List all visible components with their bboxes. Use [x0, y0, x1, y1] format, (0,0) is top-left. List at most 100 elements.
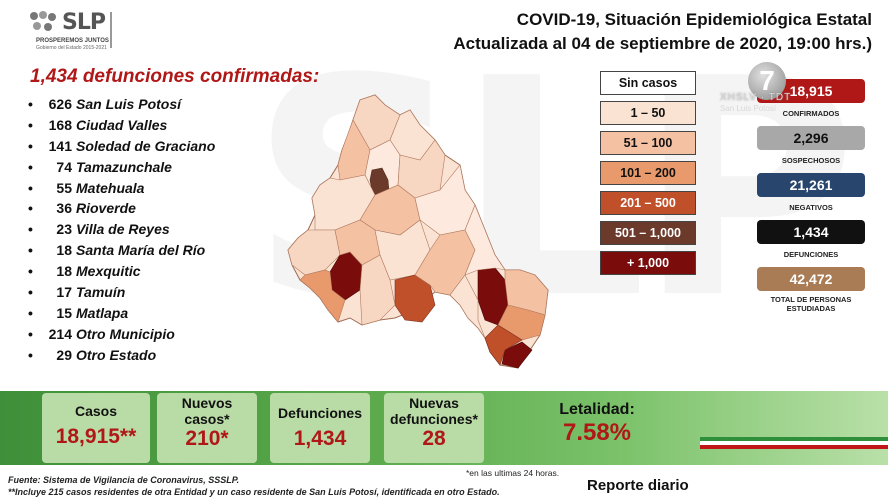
- new-deaths-card: Nuevas defunciones* 28: [384, 393, 484, 463]
- deaths-card-value: 1,434: [293, 427, 347, 450]
- new-cases-label: casos*: [184, 411, 230, 427]
- lethality-label: Letalidad:: [559, 401, 635, 418]
- new-deaths-value: 28: [422, 427, 446, 450]
- note-24h: *en las ultimas 24 horas.: [466, 468, 560, 478]
- list-item: • 17 Tamuín: [28, 284, 126, 301]
- municipality-count: 141: [48, 137, 72, 154]
- municipality-count: 23: [56, 221, 72, 238]
- new-cases-value: 210*: [185, 427, 229, 450]
- new-cases-label: Nuevos: [181, 395, 233, 411]
- municipality-name: Santa María del Río: [76, 242, 206, 259]
- municipality-name: Tamuín: [76, 284, 126, 301]
- flag-stripe-white: [700, 441, 888, 445]
- legend-item: Sin casos: [600, 71, 696, 95]
- slp-logo: SLP PROSPEREMOS JUNTOS Gobierno del Esta…: [28, 10, 118, 54]
- flag-stripe-red: [700, 445, 888, 449]
- cases-card: Casos 18,915**: [42, 393, 150, 463]
- logo-tagline: PROSPEREMOS JUNTOS: [36, 38, 109, 44]
- map-region: [359, 254, 396, 326]
- municipality-name: Matehuala: [76, 179, 145, 196]
- municipality-name: Tamazunchale: [76, 158, 172, 175]
- municipality-count: 74: [56, 158, 72, 175]
- negative-value: 21,261: [757, 173, 865, 197]
- deaths-label: DEFUNCIONES: [783, 250, 839, 259]
- list-item: • 168 Ciudad Valles: [28, 116, 168, 133]
- municipality-name: Mexquitic: [76, 263, 141, 280]
- logo-divider: [110, 12, 112, 48]
- municipality-count: 18: [56, 242, 72, 259]
- confirmed-label: CONFIRMADOS: [782, 109, 840, 118]
- logo-subtitle: Gobierno del Estado 2015-2021: [36, 45, 107, 51]
- list-item: • 55 Matehuala: [28, 179, 145, 196]
- municipality-count: 17: [56, 284, 72, 301]
- legend-item: 201 – 500: [600, 191, 696, 215]
- new-deaths-label: Nuevas: [409, 395, 459, 411]
- municipality-count: 168: [48, 116, 72, 133]
- logo-mark-icon: [30, 11, 56, 31]
- list-item: • 74 Tamazunchale: [28, 158, 172, 175]
- cases-label: Casos: [74, 403, 118, 419]
- tv-city: San Luis Potosí: [720, 104, 777, 113]
- legend-item: 51 – 100: [600, 131, 696, 155]
- list-item: • 36 Rioverde: [28, 200, 136, 217]
- map-region-tamazunchale: [501, 341, 533, 369]
- municipality-count: 29: [56, 346, 72, 363]
- list-item: • 141 Soledad de Graciano: [28, 137, 216, 154]
- suspected-label: SOSPECHOSOS: [781, 156, 841, 165]
- studied-label: TOTAL DE PERSONAS ESTUDIADAS: [770, 295, 852, 313]
- legend-item: 1 – 50: [600, 101, 696, 125]
- page-title: COVID-19, Situación Epidemiológica Estat…: [516, 10, 872, 29]
- list-item: • 29 Otro Estado: [28, 346, 157, 363]
- map-region: [299, 269, 346, 323]
- legend-item: 501 – 1,000: [600, 221, 696, 245]
- deaths-title: 1,434 defunciones confirmadas:: [30, 66, 320, 87]
- negative-label: NEGATIVOS: [789, 203, 833, 212]
- cases-value: 18,915**: [55, 425, 137, 448]
- tv-channel-logo: 7 XHSLV · TDT San Luis Potosí: [720, 62, 860, 122]
- flag-stripe-green: [700, 437, 888, 441]
- tv-brand: XHSLV · TDT: [720, 92, 792, 103]
- new-cases-card: Nuevos casos* 210*: [157, 393, 257, 463]
- municipality-name: Otro Estado: [76, 346, 157, 363]
- map-region: [287, 229, 341, 276]
- source-note: Fuente: Sistema de Vigilancia de Coronav…: [8, 475, 240, 485]
- list-item: • 23 Villa de Reyes: [28, 221, 170, 238]
- map-legend: Sin casos 1 – 50 51 – 100 101 – 200 201 …: [600, 71, 696, 281]
- map-region: [449, 274, 486, 339]
- municipality-name: San Luis Potosí: [76, 96, 182, 112]
- update-date: Actualizada al 04 de septiembre de 2020,…: [453, 34, 872, 53]
- logo-name: SLP: [62, 10, 106, 35]
- lethality-value: 7.58%: [562, 419, 632, 446]
- studied-value: 42,472: [757, 267, 865, 291]
- municipality-count: 55: [56, 179, 72, 196]
- deaths-card-label: Defunciones: [277, 405, 362, 421]
- map-region: [484, 324, 523, 366]
- municipality-count: 18: [56, 263, 72, 280]
- list-item: • 18 Santa María del Río: [28, 242, 206, 259]
- channel-7-icon: 7: [748, 62, 786, 100]
- list-item: • 214 Otro Municipio: [28, 325, 175, 342]
- municipality-count: 626: [48, 96, 72, 112]
- legend-item: 101 – 200: [600, 161, 696, 185]
- deaths-card: Defunciones 1,434: [270, 393, 370, 463]
- list-item: • 18 Mexquitic: [28, 263, 141, 280]
- municipality-count: 214: [48, 325, 72, 342]
- cases-footnote: **Incluye 215 casos residentes de otra E…: [8, 487, 500, 497]
- page-header: COVID-19, Situación Epidemiológica Estat…: [453, 10, 872, 54]
- municipality-count: 36: [56, 200, 72, 217]
- list-item: • 15 Matlapa: [28, 304, 129, 321]
- municipality-name: Villa de Reyes: [76, 221, 170, 238]
- municipality-list: • 626 San Luis Potosí • 168 Ciudad Valles • 1…: [28, 93, 258, 365]
- legend-item: + 1,000: [600, 251, 696, 275]
- lethality-panel: Letalidad: 7.58%: [492, 393, 702, 463]
- suspected-value: 2,296: [757, 126, 865, 150]
- municipality-name: Rioverde: [76, 200, 136, 217]
- list-item: • 626 San Luis Potosí: [28, 96, 182, 112]
- new-deaths-label: defunciones*: [390, 411, 478, 427]
- deaths-value: 1,434: [757, 220, 865, 244]
- state-map: [287, 94, 549, 369]
- municipality-name: Otro Municipio: [76, 325, 175, 342]
- map-region: [464, 204, 506, 276]
- daily-report-label: Reporte diario: [587, 477, 689, 494]
- municipality-count: 15: [56, 304, 72, 321]
